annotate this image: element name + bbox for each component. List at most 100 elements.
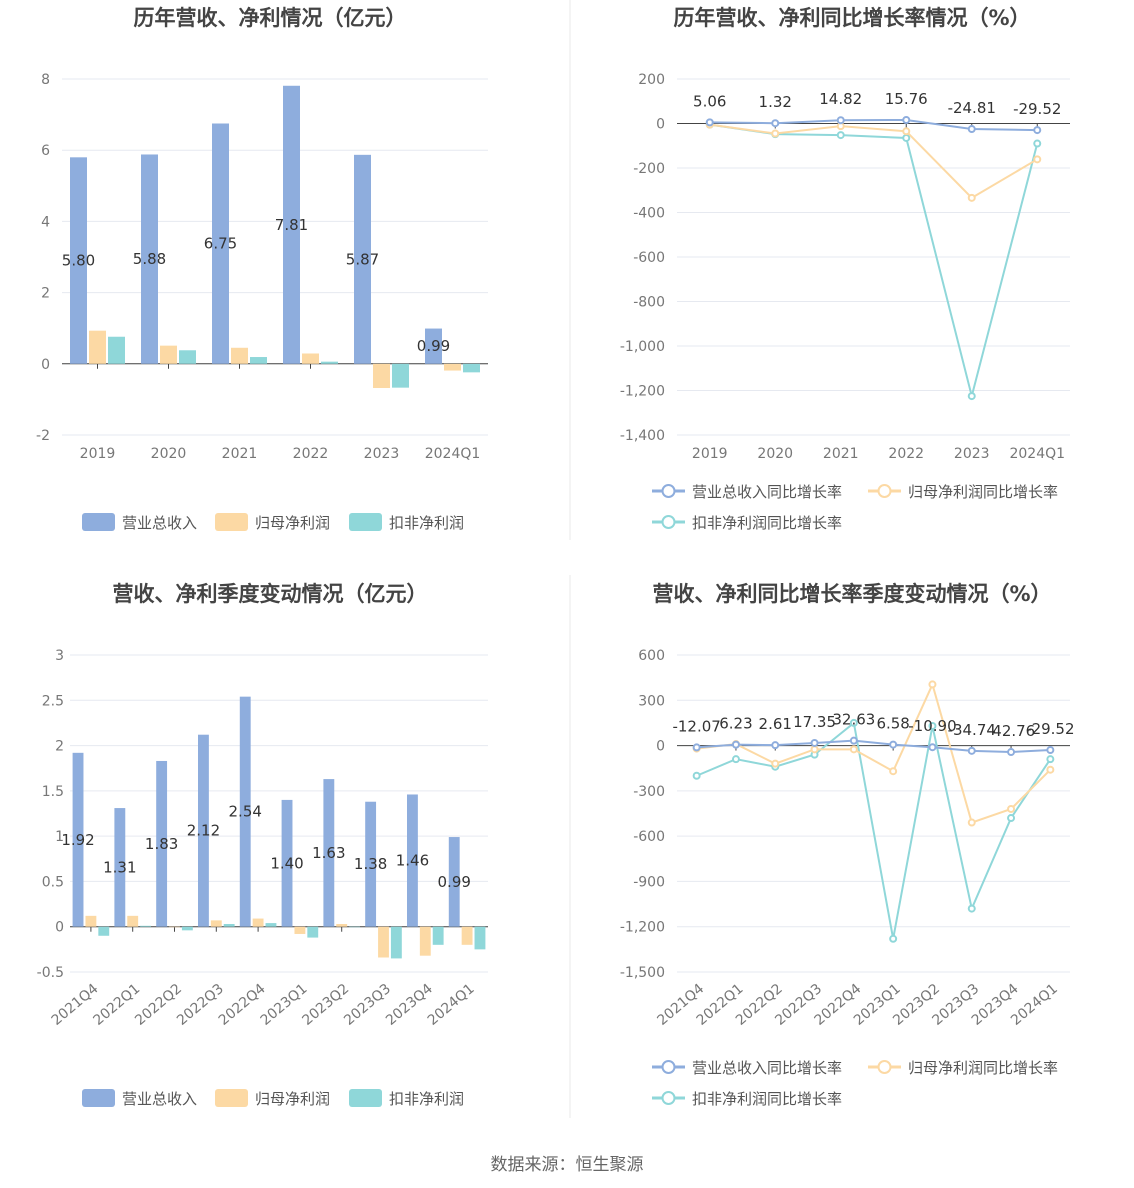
chart-title: 历年营收、净利情况（亿元） (134, 6, 407, 30)
chart-title: 历年营收、净利同比增长率情况（%） (673, 6, 1030, 30)
series-point (836, 116, 845, 125)
x-tick-label: 2023 (364, 446, 400, 462)
bar (181, 926, 193, 931)
series-point (771, 741, 780, 750)
y-tick-label: -600 (633, 250, 665, 266)
data-label: 32.63 (832, 711, 875, 729)
y-tick-label: 300 (638, 693, 665, 709)
y-tick-label: 0 (656, 739, 665, 755)
legend-swatch (349, 513, 382, 531)
x-tick-label: 2022 (888, 446, 924, 462)
y-tick-label: 6 (41, 143, 50, 159)
series-line (696, 681, 1052, 824)
series-point (771, 129, 780, 138)
bar (432, 926, 444, 945)
y-tick-label: 8 (41, 72, 50, 88)
series-point (928, 680, 937, 689)
bar (302, 353, 319, 364)
bar (365, 801, 377, 927)
series-point (928, 743, 937, 752)
data-label: 1.63 (312, 844, 345, 862)
y-tick-label: -800 (633, 295, 665, 311)
data-label: -34.74 (948, 721, 996, 739)
bar (463, 363, 480, 373)
series-line (709, 123, 1039, 397)
data-label: 1.83 (145, 835, 178, 853)
bar (179, 350, 196, 364)
y-tick-label: 2.5 (42, 693, 64, 709)
legend-swatch (215, 513, 248, 531)
legend: 营业总收入 归母净利润 扣非净利润 (82, 1089, 464, 1108)
series-point (810, 745, 819, 754)
bar (448, 837, 460, 927)
x-tick-label: 2024Q1 (1009, 446, 1065, 462)
legend-label: 营业总收入同比增长率 (692, 483, 842, 501)
y-tick-label: 600 (638, 648, 665, 664)
y-tick-label: -1,500 (620, 965, 665, 981)
y-tick-label: -1,400 (620, 428, 665, 444)
bar (281, 799, 293, 927)
data-label: -10.90 (908, 717, 956, 735)
series-point (849, 718, 858, 727)
legend-swatch-marker (877, 1060, 892, 1074)
data-label: 1.92 (61, 831, 94, 849)
series-point (692, 743, 701, 752)
data-label: 2.12 (187, 822, 220, 840)
y-tick-label: 4 (41, 214, 50, 230)
legend-label: 归母净利润同比增长率 (908, 483, 1058, 501)
y-tick-label: -300 (633, 784, 665, 800)
y-tick-label: 0.5 (42, 874, 64, 890)
data-label: 14.82 (819, 90, 862, 108)
series-point (731, 740, 740, 749)
series-line (696, 739, 1051, 754)
chart-panel-4: 营收、净利同比增长率季度变动情况（%） -1,500 -1,200 -900 -600 -… (620, 582, 1075, 1108)
series-line (709, 123, 1038, 200)
series-point (1046, 765, 1055, 774)
legend-swatch (349, 1089, 382, 1107)
series-point (1033, 139, 1042, 148)
y-tick-label: 2 (41, 286, 50, 302)
bar (212, 123, 229, 364)
legend-label: 营业总收入 (122, 514, 197, 532)
data-label: 1.31 (103, 858, 136, 876)
legend-label: 归母净利润同比增长率 (908, 1059, 1058, 1077)
series-point (889, 767, 898, 776)
x-tick-label: 2020 (757, 446, 793, 462)
legend-swatch (82, 1089, 115, 1107)
series-point (810, 738, 819, 747)
bar (160, 345, 177, 364)
bar (474, 926, 486, 950)
chart-title: 营收、净利季度变动情况（亿元） (113, 582, 428, 606)
legend-label: 扣非净利润 (389, 514, 464, 532)
bar (354, 154, 371, 364)
series-point (1007, 804, 1016, 813)
x-tick-label: 2024Q1 (425, 981, 478, 1029)
series-point (849, 736, 858, 745)
bar (114, 808, 126, 927)
bar (419, 926, 431, 956)
data-label: 6.75 (204, 235, 237, 253)
bar (307, 926, 319, 938)
bar (108, 336, 125, 364)
data-label: -42.76 (987, 722, 1035, 740)
chart-panel-3: 营收、净利季度变动情况（亿元）-0.500.511.522.532021Q420… (37, 582, 488, 1108)
data-label: 6.58 (876, 715, 909, 733)
x-tick-label: 2019 (692, 446, 728, 462)
bar (336, 923, 348, 927)
series-point (1033, 126, 1042, 135)
legend-swatch-marker (661, 515, 676, 529)
y-tick-label: -600 (633, 829, 665, 845)
data-label: 1.38 (354, 855, 387, 873)
bar (210, 920, 222, 927)
series-point (967, 392, 976, 401)
bar (98, 926, 110, 936)
y-tick-label: 3 (55, 648, 64, 664)
bar (141, 154, 158, 364)
bar (239, 696, 251, 927)
bar (349, 926, 361, 928)
bar (406, 794, 418, 927)
x-tick-label: 2021 (222, 446, 258, 462)
legend-swatch-marker (661, 1091, 676, 1105)
series-point (967, 746, 976, 755)
y-tick-label: -1,200 (620, 384, 665, 400)
